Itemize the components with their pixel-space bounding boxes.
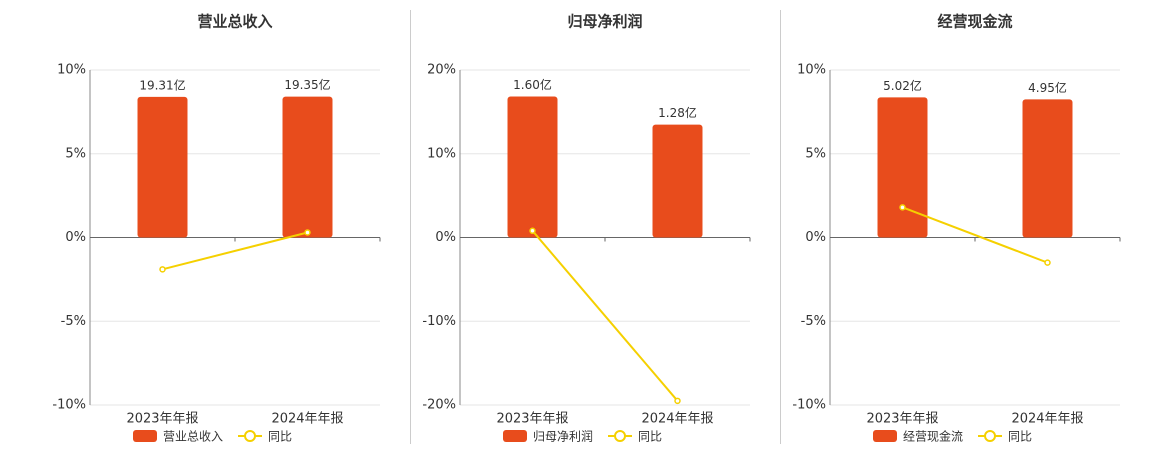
legend-label: 经营现金流 <box>903 429 963 444</box>
chart-title: 营业总收入 <box>197 13 272 31</box>
value-label: 19.35亿 <box>284 77 330 92</box>
chart-title: 归母净利润 <box>567 13 642 31</box>
y-tick-label: 5% <box>65 146 86 161</box>
x-tick-label: 2023年年报 <box>866 412 938 427</box>
bar <box>652 124 703 238</box>
y-tick-label: 20% <box>427 63 456 78</box>
y-tick-label: -10% <box>792 398 826 413</box>
x-tick-label: 2024年年报 <box>641 412 713 427</box>
legend-swatch <box>503 430 527 442</box>
value-label: 19.31亿 <box>139 77 185 92</box>
y-tick-label: -5% <box>801 314 826 329</box>
legend-label: 营业总收入 <box>163 430 223 444</box>
y-tick-label: -10% <box>422 314 456 329</box>
line <box>902 206 1048 264</box>
legend-swatch <box>873 430 897 442</box>
x-tick-label: 2023年年报 <box>496 412 568 427</box>
y-tick-label: 5% <box>805 146 826 161</box>
point <box>159 266 166 273</box>
legend-marker <box>244 430 257 442</box>
bar <box>507 96 558 238</box>
legend-marker <box>614 430 627 442</box>
y-tick-label: 0% <box>805 230 826 245</box>
value-label: 5.02亿 <box>883 78 922 93</box>
legend-marker <box>984 430 997 442</box>
point <box>529 227 536 235</box>
point <box>674 397 681 405</box>
x-tick-label: 2024年年报 <box>271 412 343 427</box>
y-tick-label: 0% <box>435 230 456 245</box>
legend-label: 归母净利润 <box>533 430 593 444</box>
y-tick-label: 10% <box>797 63 826 78</box>
x-tick-label: 2023年年报 <box>126 412 198 427</box>
line <box>531 230 679 402</box>
value-label: 4.95亿 <box>1028 80 1067 95</box>
point <box>304 229 311 236</box>
y-tick-label: 10% <box>57 63 86 78</box>
value-label: 1.60亿 <box>513 77 552 92</box>
y-tick-label: -10% <box>52 398 86 413</box>
y-tick-label: -5% <box>61 314 86 329</box>
bar <box>1022 99 1073 238</box>
y-tick-label: -20% <box>422 398 456 413</box>
value-label: 1.28亿 <box>658 105 697 120</box>
legend-label: 同比 <box>1008 430 1032 444</box>
y-tick-label: 0% <box>65 230 86 245</box>
bar <box>137 96 188 238</box>
chart-title: 经营现金流 <box>937 13 1012 31</box>
line <box>162 231 308 271</box>
legend-swatch <box>133 430 157 442</box>
x-tick-label: 2024年年报 <box>1011 412 1083 427</box>
point <box>899 204 906 211</box>
point <box>1044 259 1051 266</box>
legend-label: 同比 <box>268 430 292 444</box>
legend-label: 同比 <box>638 430 662 444</box>
bar <box>877 97 928 238</box>
bar <box>282 96 333 238</box>
y-tick-label: 10% <box>427 146 456 161</box>
